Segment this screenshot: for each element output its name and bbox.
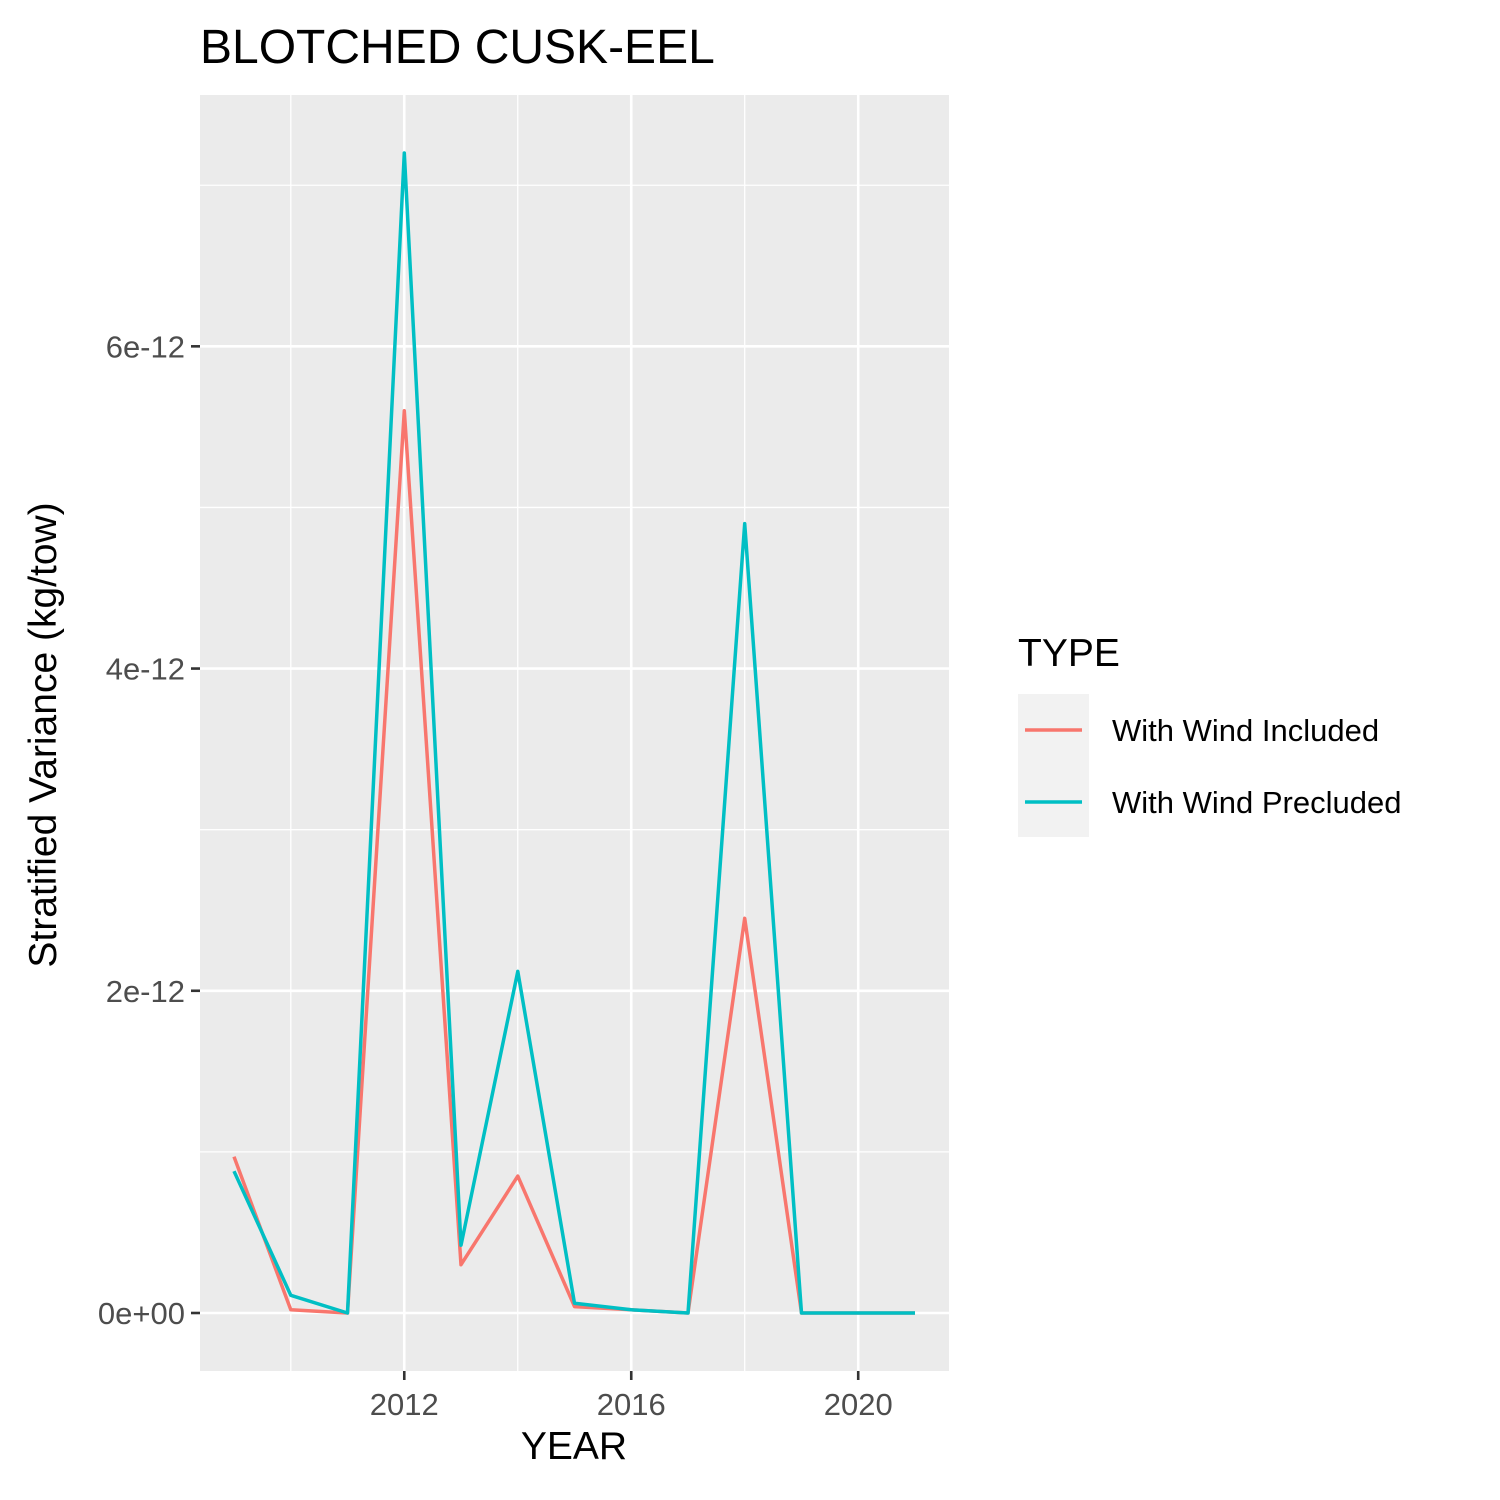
y-tick-label: 6e-12 — [106, 329, 185, 364]
legend-label-with-wind-included: With Wind Included — [1112, 713, 1379, 748]
x-tick-label: 2020 — [824, 1387, 893, 1422]
series-layer — [232, 151, 915, 1315]
legend-label-with-wind-precluded: With Wind Precluded — [1112, 785, 1401, 820]
y-tick-label: 2e-12 — [106, 974, 185, 1009]
grid-minor — [200, 95, 949, 1371]
y-tick-label: 0e+00 — [98, 1296, 185, 1331]
y-axis-title: Stratified Variance (kg/tow) — [22, 502, 65, 967]
legend-key-background — [1018, 694, 1089, 837]
series-line-with-wind-precluded — [232, 151, 915, 1315]
x-tick-label: 2016 — [597, 1387, 666, 1422]
legend: TYPE With Wind Included With Wind Preclu… — [1018, 632, 1401, 837]
plot-panel — [200, 95, 949, 1371]
chart-title: BLOTCHED CUSK-EEL — [200, 21, 715, 74]
x-axis: 2012 2016 2020 — [370, 1371, 893, 1422]
x-tick-label: 2012 — [370, 1387, 439, 1422]
y-axis: 0e+00 2e-12 4e-12 6e-12 — [98, 329, 200, 1331]
y-tick-label: 4e-12 — [106, 652, 185, 687]
legend-title: TYPE — [1018, 632, 1120, 675]
x-axis-title: YEAR — [521, 1425, 627, 1468]
